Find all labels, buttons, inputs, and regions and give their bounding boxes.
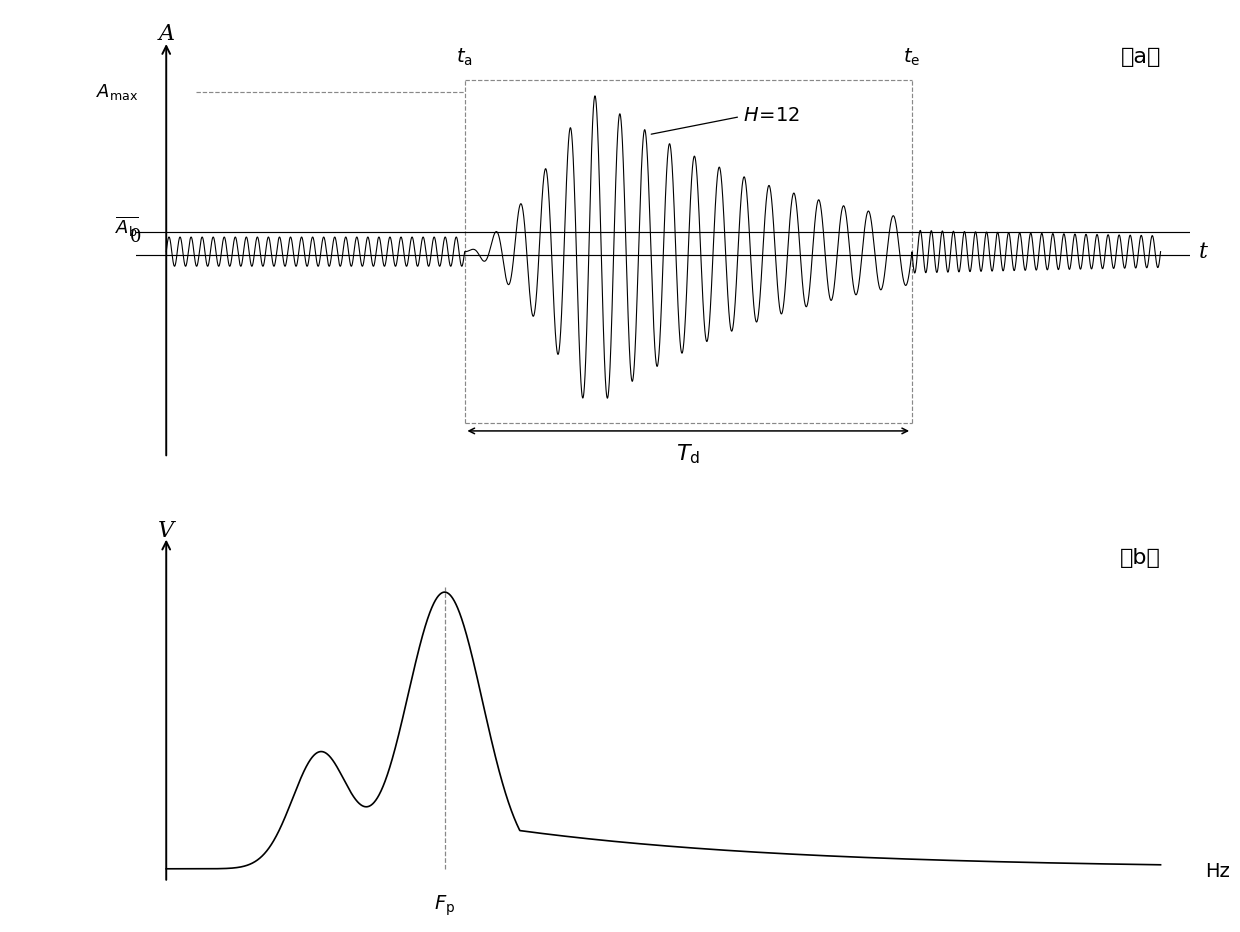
- Text: （b）: （b）: [1120, 548, 1161, 568]
- Text: V: V: [159, 520, 175, 542]
- Text: $t_{\mathrm{e}}$: $t_{\mathrm{e}}$: [903, 48, 920, 68]
- Text: （a）: （a）: [1121, 47, 1161, 67]
- Text: $A_{\mathrm{max}}$: $A_{\mathrm{max}}$: [95, 82, 139, 102]
- Text: t: t: [1198, 240, 1208, 263]
- Text: $\overline{A_{\mathrm{b}}}$: $\overline{A_{\mathrm{b}}}$: [114, 214, 139, 239]
- Text: A: A: [159, 23, 175, 45]
- Text: 0: 0: [130, 227, 141, 246]
- Text: $H\!=\!12$: $H\!=\!12$: [651, 107, 800, 134]
- Text: $T_{\mathrm{d}}$: $T_{\mathrm{d}}$: [676, 443, 701, 466]
- Text: Hz: Hz: [1205, 862, 1230, 881]
- Text: $F_{\mathrm{p}}$: $F_{\mathrm{p}}$: [434, 894, 455, 918]
- Text: $t_{\mathrm{a}}$: $t_{\mathrm{a}}$: [456, 48, 472, 68]
